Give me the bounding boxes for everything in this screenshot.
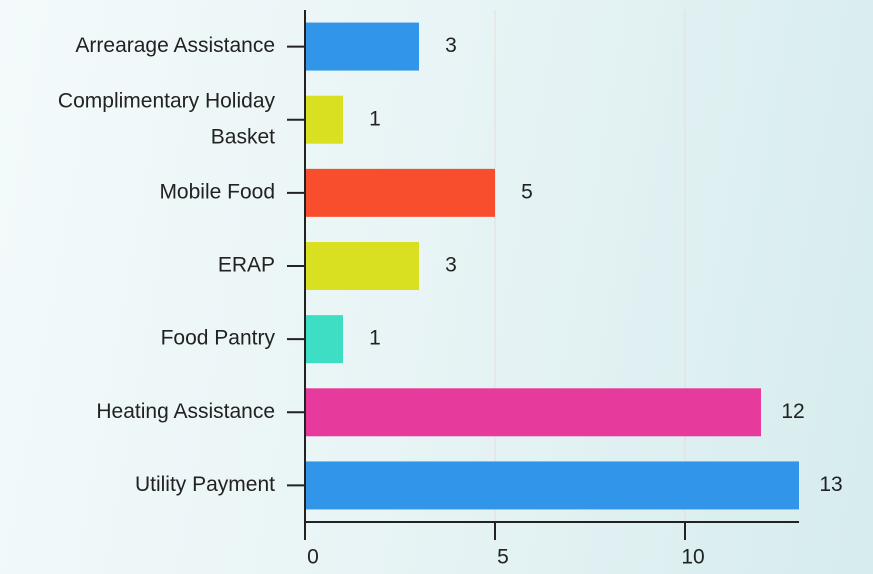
y-tick-label: ERAP — [218, 254, 275, 277]
value-label: 1 — [369, 107, 381, 130]
bar — [305, 168, 495, 217]
x-tick-label: 0 — [307, 546, 319, 569]
bar — [305, 22, 419, 71]
value-label: 12 — [781, 400, 804, 423]
bar — [305, 242, 419, 290]
x-tick-label: 5 — [497, 546, 509, 569]
y-tick-label: Mobile Food — [159, 180, 275, 203]
y-tick-label: Food Pantry — [161, 327, 276, 350]
value-label: 1 — [369, 327, 381, 350]
bar — [305, 461, 799, 510]
y-tick-label: Utility Payment — [135, 473, 275, 496]
bar — [305, 95, 343, 144]
y-tick-label: Complimentary Holiday Basket — [58, 89, 276, 148]
bar — [305, 315, 343, 364]
value-label: 13 — [819, 473, 842, 496]
x-tick-label: 10 — [681, 546, 704, 569]
y-tick-label: Heating Assistance — [96, 400, 275, 423]
value-label: 3 — [445, 34, 457, 57]
value-label: 3 — [445, 254, 457, 277]
bar — [305, 388, 761, 437]
y-tick-label: Arrearage Assistance — [75, 34, 275, 57]
value-label: 5 — [521, 180, 533, 203]
